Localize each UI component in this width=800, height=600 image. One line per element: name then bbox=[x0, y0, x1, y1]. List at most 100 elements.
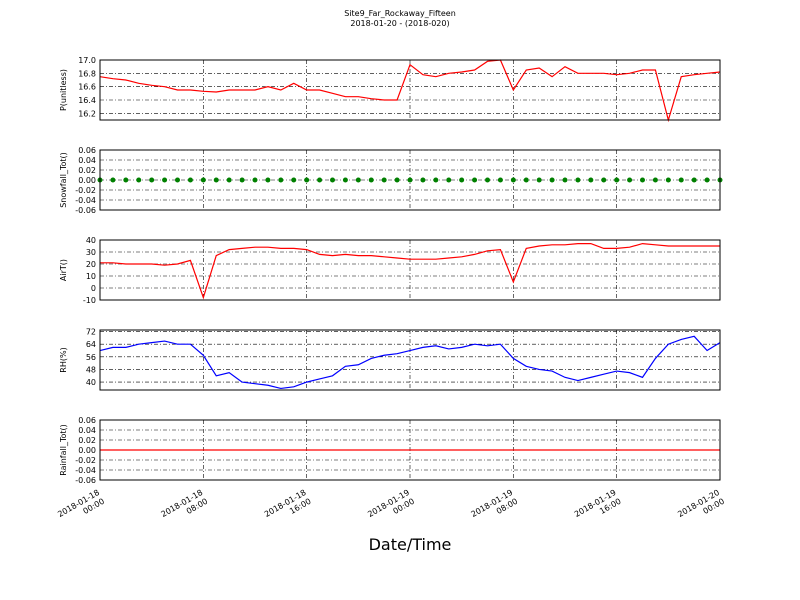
y-tick-label: -0.02 bbox=[75, 456, 96, 465]
y-tick-label: 0.02 bbox=[78, 436, 96, 445]
point bbox=[523, 177, 529, 183]
y-tick-label: -0.02 bbox=[75, 186, 96, 195]
plot-frame bbox=[99, 329, 721, 391]
point bbox=[420, 177, 426, 183]
line bbox=[99, 59, 721, 123]
point bbox=[355, 177, 361, 183]
point bbox=[394, 177, 400, 183]
point bbox=[381, 177, 387, 183]
point bbox=[317, 177, 323, 183]
point bbox=[459, 177, 465, 183]
y-tick-label: 40 bbox=[86, 236, 96, 245]
y-axis-label: P(unitless) bbox=[59, 69, 68, 111]
point bbox=[239, 177, 245, 183]
x-tick-label: 2018-01-1816:00 bbox=[263, 488, 313, 528]
y-tick-label: -10 bbox=[83, 296, 96, 305]
plot-frame bbox=[99, 59, 721, 121]
y-tick-label: 72 bbox=[86, 328, 96, 337]
point bbox=[175, 177, 180, 183]
point bbox=[497, 177, 503, 183]
point bbox=[678, 177, 684, 183]
x-tick-label: 2018-01-1800:00 bbox=[56, 488, 106, 528]
line bbox=[99, 335, 721, 390]
point bbox=[187, 177, 193, 183]
line bbox=[100, 242, 720, 300]
y-axis-label: Snowfall_Tot() bbox=[59, 152, 68, 208]
point bbox=[588, 177, 594, 183]
plot-frame bbox=[99, 419, 721, 481]
point bbox=[575, 177, 581, 183]
y-tick-label: 0.06 bbox=[78, 416, 96, 425]
y-tick-label: 16.6 bbox=[78, 83, 96, 92]
point bbox=[446, 177, 452, 183]
point bbox=[265, 177, 271, 183]
y-axis-label: Rainfall_Tot() bbox=[59, 424, 68, 476]
y-tick-label: 0.06 bbox=[78, 146, 96, 155]
point bbox=[226, 177, 232, 183]
y-tick-label: -0.04 bbox=[75, 196, 96, 205]
point bbox=[200, 177, 206, 183]
point bbox=[601, 177, 607, 183]
point bbox=[278, 177, 284, 183]
y-tick-label: 30 bbox=[86, 248, 96, 257]
point bbox=[652, 177, 658, 183]
point bbox=[123, 177, 129, 183]
point bbox=[665, 177, 671, 183]
point bbox=[304, 177, 310, 183]
y-tick-label: -0.06 bbox=[75, 476, 96, 485]
x-tick-label: 2018-01-2000:00 bbox=[676, 488, 726, 528]
plot-frame bbox=[99, 239, 721, 301]
y-tick-label: 0.04 bbox=[78, 156, 96, 165]
point bbox=[110, 177, 116, 183]
y-tick-label: 0 bbox=[91, 284, 96, 293]
y-tick-label: 48 bbox=[86, 365, 96, 374]
point bbox=[149, 177, 155, 183]
point bbox=[614, 177, 620, 183]
point bbox=[291, 177, 297, 183]
x-tick-label: 2018-01-1808:00 bbox=[160, 488, 210, 528]
y-tick-label: 10 bbox=[86, 272, 96, 281]
point bbox=[136, 177, 142, 183]
y-tick-label: 16.8 bbox=[78, 69, 96, 78]
y-tick-label: 20 bbox=[86, 260, 96, 269]
y-tick-label: 40 bbox=[86, 378, 96, 387]
plot-frame bbox=[99, 149, 721, 211]
point bbox=[562, 177, 568, 183]
chart-title: Site9_Far_Rockaway_Fifteen bbox=[344, 9, 456, 18]
point bbox=[536, 177, 542, 183]
x-tick-label: 2018-01-1908:00 bbox=[470, 488, 520, 528]
point bbox=[691, 177, 697, 183]
y-tick-label: -0.04 bbox=[75, 466, 96, 475]
y-tick-label: 0.00 bbox=[78, 176, 96, 185]
point bbox=[407, 177, 413, 183]
point bbox=[510, 177, 516, 183]
point bbox=[549, 177, 555, 183]
point bbox=[472, 177, 478, 183]
point bbox=[627, 177, 633, 183]
chart-subtitle: 2018-01-20 - (2018-020) bbox=[350, 19, 449, 28]
x-tick-label: 2018-01-1900:00 bbox=[366, 488, 416, 528]
y-tick-label: -0.06 bbox=[75, 206, 96, 215]
y-tick-label: 0.00 bbox=[78, 446, 96, 455]
point bbox=[252, 177, 258, 183]
point bbox=[704, 177, 710, 183]
y-tick-label: 16.2 bbox=[78, 109, 96, 118]
y-tick-label: 17.0 bbox=[78, 56, 96, 65]
point bbox=[485, 177, 490, 183]
point bbox=[640, 177, 645, 183]
point bbox=[213, 177, 219, 183]
y-axis-label: RH(%) bbox=[59, 347, 68, 372]
point bbox=[330, 177, 335, 183]
point bbox=[368, 177, 374, 183]
point bbox=[162, 177, 168, 183]
y-tick-label: 0.02 bbox=[78, 166, 96, 175]
point bbox=[342, 177, 348, 183]
y-tick-label: 0.04 bbox=[78, 426, 96, 435]
y-tick-label: 56 bbox=[86, 353, 96, 362]
x-axis-label: Date/Time bbox=[369, 535, 452, 554]
y-tick-label: 64 bbox=[86, 340, 96, 349]
x-tick-label: 2018-01-1916:00 bbox=[573, 488, 623, 528]
y-axis-label: AirT() bbox=[59, 259, 68, 281]
y-tick-label: 16.4 bbox=[78, 96, 96, 105]
